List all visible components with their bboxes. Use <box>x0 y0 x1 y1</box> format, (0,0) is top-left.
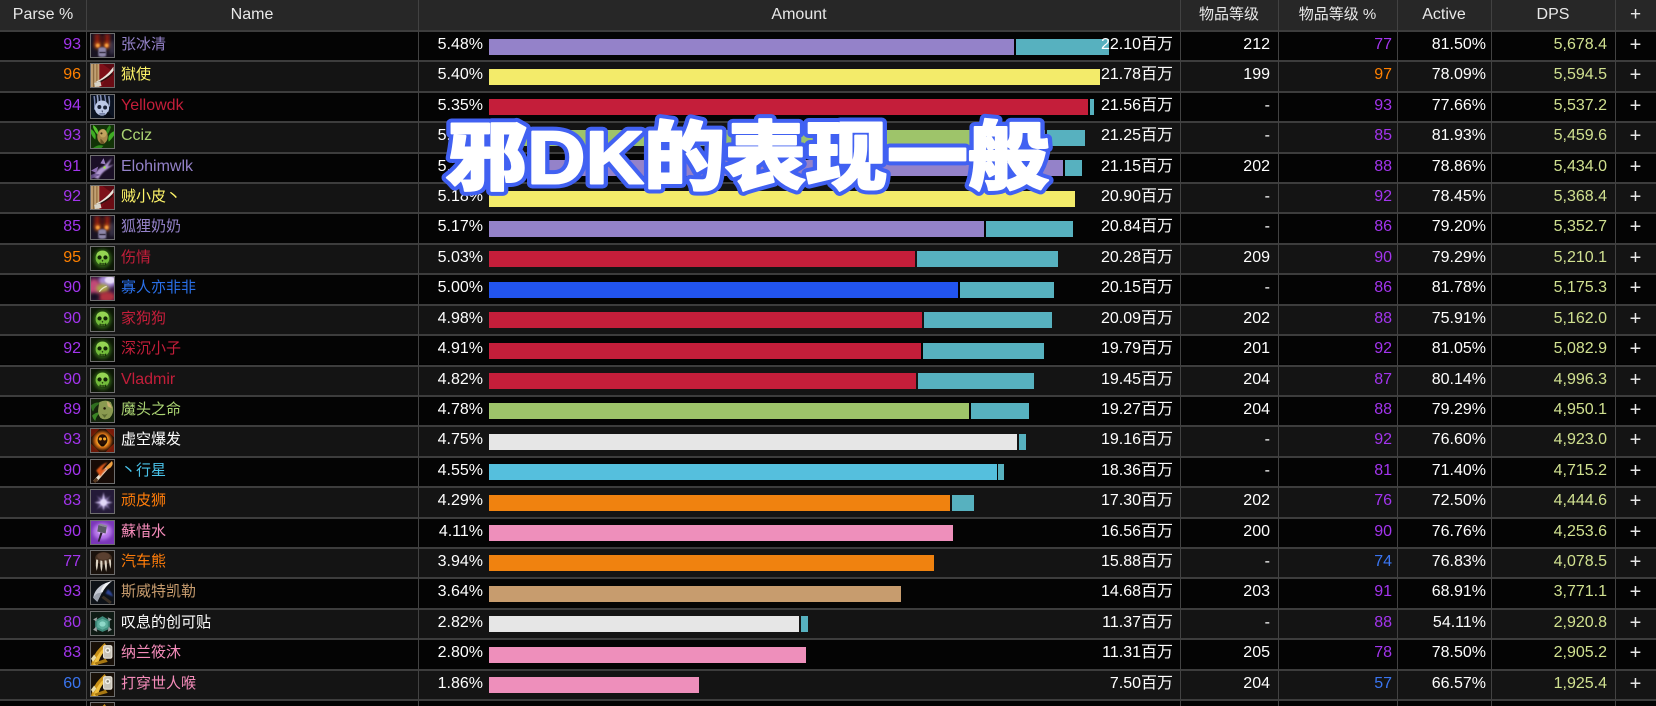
svg-text:邪DK的表现一般: 邪DK的表现一般 <box>446 97 1049 206</box>
svg-text:邪DK的表现一般: 邪DK的表现一般 <box>446 97 1049 206</box>
